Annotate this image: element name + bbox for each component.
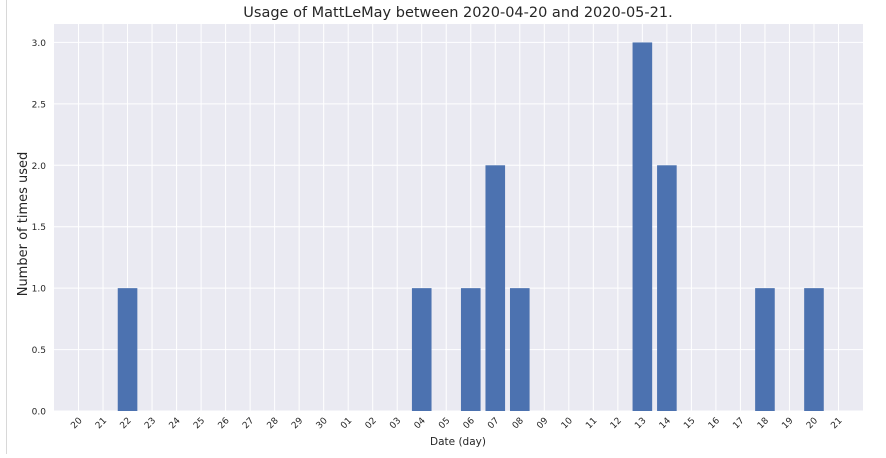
x-tick-label: 03 <box>388 416 403 431</box>
x-tick-label: 13 <box>633 416 648 431</box>
bar-2 <box>117 288 138 411</box>
bar-30 <box>804 288 824 411</box>
y-tick-label: 2.0 <box>32 162 47 172</box>
x-tick-label: 22 <box>118 416 133 431</box>
x-tick-label: 19 <box>780 416 795 431</box>
window-edge <box>6 0 7 454</box>
y-tick-label: 3.0 <box>32 39 47 49</box>
y-tick-label: 1.5 <box>32 223 46 233</box>
x-tick-label: 11 <box>584 416 599 431</box>
x-tick-label: 14 <box>658 416 673 431</box>
x-tick-label: 20 <box>69 416 84 431</box>
x-tick-label: 04 <box>413 416 428 431</box>
x-tick-label: 08 <box>511 416 526 431</box>
x-tick-label: 20 <box>805 416 820 431</box>
x-tick-label: 26 <box>217 416 232 431</box>
x-tick-label: 07 <box>486 416 501 431</box>
x-tick-label: 21 <box>829 416 844 431</box>
x-tick-label: 30 <box>315 416 330 431</box>
x-tick-label: 10 <box>560 416 575 431</box>
x-tick-label: 21 <box>94 416 109 431</box>
bar-24 <box>657 165 677 411</box>
x-tick-label: 25 <box>192 416 207 431</box>
x-tick-label: 16 <box>707 416 722 431</box>
bar-18 <box>509 288 530 411</box>
y-tick-label: 2.5 <box>32 100 46 110</box>
bar-17 <box>485 165 506 411</box>
x-tick-label: 05 <box>437 416 452 431</box>
plot-background <box>54 24 863 411</box>
bar-14 <box>411 288 432 411</box>
chart-title: Usage of MattLeMay between 2020-04-20 an… <box>243 5 672 21</box>
x-tick-label: 27 <box>241 416 256 431</box>
x-tick-label: 24 <box>168 416 183 431</box>
x-tick-label: 01 <box>339 416 354 431</box>
x-tick-label: 17 <box>731 416 746 431</box>
bar-28 <box>755 288 775 411</box>
x-axis-label: Date (day) <box>430 436 486 448</box>
bar-23 <box>632 42 653 412</box>
y-axis-label: Number of times used <box>16 152 31 297</box>
bar-16 <box>460 288 481 411</box>
y-tick-label: 0.0 <box>32 408 47 418</box>
x-tick-label: 15 <box>682 416 697 431</box>
x-tick-label: 12 <box>609 416 624 431</box>
y-tick-label: 0.5 <box>32 346 46 356</box>
y-tick-label: 1.0 <box>32 285 47 295</box>
x-tick-label: 29 <box>290 416 305 431</box>
x-tick-label: 18 <box>756 416 771 431</box>
x-tick-label: 06 <box>462 416 477 431</box>
x-tick-label: 28 <box>266 416 281 431</box>
x-tick-label: 23 <box>143 416 158 431</box>
x-tick-label: 09 <box>535 416 550 431</box>
x-tick-label: 02 <box>364 416 379 431</box>
